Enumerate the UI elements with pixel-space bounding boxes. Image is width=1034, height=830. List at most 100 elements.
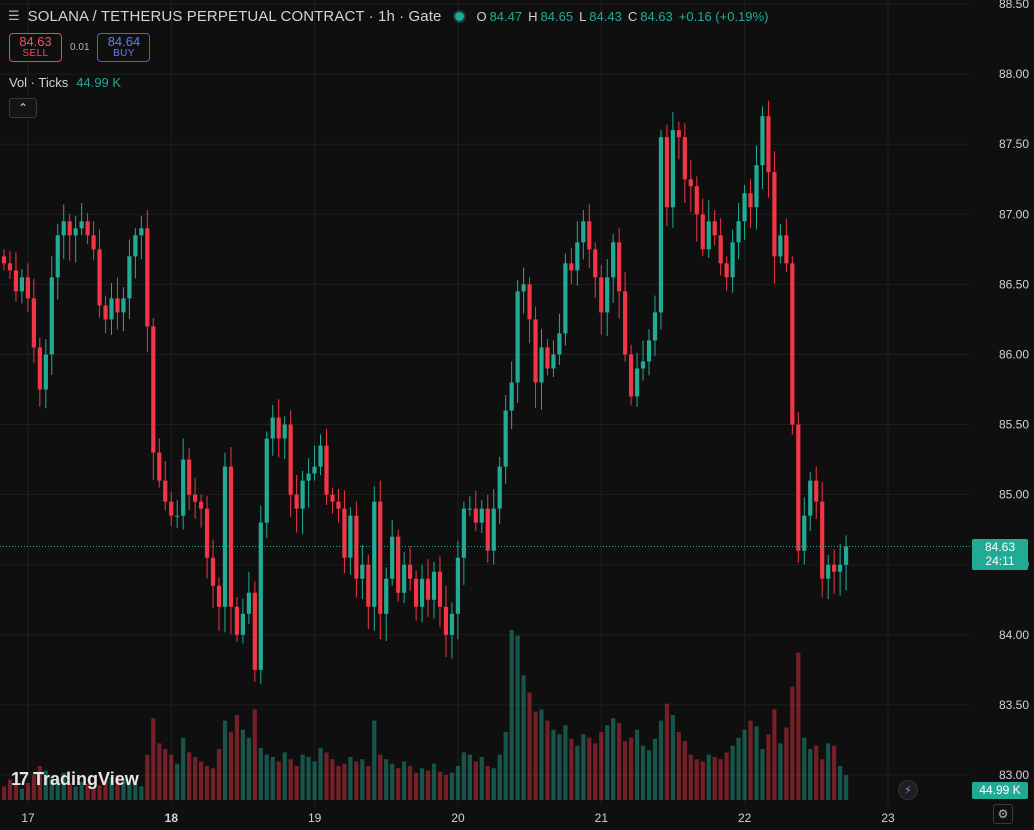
volume-bar (467, 754, 472, 800)
low-label: L (579, 8, 587, 24)
candle (264, 431, 269, 539)
volume-bar (282, 752, 287, 800)
candle (198, 494, 204, 528)
x-tick-label: 19 (308, 811, 322, 825)
spread-value: 0.01 (70, 42, 90, 53)
candle-body (593, 249, 598, 278)
volume-bar (246, 737, 251, 800)
volume-bar (360, 759, 365, 800)
candle-body (234, 606, 240, 635)
volume-bar (712, 756, 717, 800)
candle-body (425, 578, 431, 600)
volume-bar (7, 779, 13, 800)
candle-body (754, 165, 759, 208)
candle (802, 497, 807, 565)
symbol-title[interactable]: SOLANA / TETHERUS PERPETUAL CONTRACT · 1… (27, 7, 442, 25)
candle-body (658, 137, 664, 313)
lightning-icon[interactable]: ⚡ (898, 780, 918, 800)
candle (210, 539, 216, 608)
volume-bar (623, 741, 628, 800)
candle (73, 215, 78, 263)
volume-bar (318, 747, 323, 800)
candle (670, 111, 675, 228)
gear-icon[interactable]: ⚙ (993, 804, 1013, 824)
y-axis[interactable]: 88.50 88.00 87.50 87.00 86.50 86.00 85.50 85.00… (999, 0, 1029, 782)
volume-bar (814, 745, 819, 800)
volume-bar (270, 756, 275, 800)
candle-body (175, 515, 180, 517)
chart-header: ☰ SOLANA / TETHERUS PERPETUAL CONTRACT ·… (8, 6, 771, 26)
candle (527, 277, 532, 344)
volume-bar (396, 768, 401, 800)
candle (628, 344, 634, 406)
volume-bar (551, 729, 556, 800)
tradingview-mark-icon: 17 (11, 769, 29, 789)
candle (25, 263, 30, 313)
candle-body (790, 263, 795, 425)
volume-bar (521, 675, 526, 800)
candle (497, 456, 502, 525)
candle-body (115, 298, 120, 313)
candle-body (527, 284, 532, 320)
candle (175, 500, 180, 528)
candle-body (151, 326, 156, 453)
candle-body (682, 137, 687, 180)
candle (31, 278, 36, 363)
candle (449, 602, 455, 659)
candle-body (652, 312, 658, 341)
candle (652, 295, 658, 356)
candle (91, 221, 96, 260)
volume-bar (276, 761, 281, 800)
candle-body (634, 368, 640, 397)
tradingview-logo[interactable]: 17 TradingView (11, 769, 139, 790)
volume-bar (169, 754, 174, 800)
buy-button[interactable]: 84.64 BUY (97, 33, 151, 62)
candle-body (330, 494, 335, 502)
volume-bar (288, 759, 293, 800)
candle-body (73, 228, 78, 236)
candle (252, 581, 257, 682)
candle-body (270, 417, 275, 439)
candle-body (617, 242, 622, 292)
candle (37, 337, 42, 407)
candle (826, 554, 831, 600)
candle (545, 339, 550, 376)
candle-body (19, 277, 25, 292)
collapse-legend-button[interactable]: ⌃ (9, 98, 37, 118)
candle-body (730, 242, 735, 278)
volume-legend[interactable]: Vol · Ticks 44.99 K (9, 75, 121, 90)
volume-bar (461, 752, 466, 800)
candle-body (814, 480, 819, 502)
symbol-menu-icon[interactable]: ☰ (8, 8, 20, 23)
candle-body (700, 214, 705, 250)
candle-body (133, 235, 138, 257)
candle (479, 500, 484, 534)
high-value: 84.65 (540, 8, 574, 24)
candle (676, 121, 681, 160)
candle (378, 480, 383, 640)
candle-body (449, 613, 455, 635)
candle-body (240, 613, 245, 635)
volume-bar (372, 720, 377, 800)
x-axis[interactable]: 17 18 19 20 21 22 23 (21, 811, 895, 825)
sell-button[interactable]: 84.63 SELL (9, 33, 62, 62)
candle-body (396, 536, 401, 593)
volume-bar (563, 725, 568, 800)
volume-bar (599, 732, 604, 800)
volume-bar (61, 772, 66, 800)
candle-body (748, 193, 753, 208)
volume-bar (628, 737, 634, 800)
volume-bar (509, 630, 514, 800)
candle (700, 198, 705, 257)
candle-body (181, 459, 186, 516)
y-tick-label: 85.50 (999, 418, 1029, 432)
candle (13, 252, 19, 302)
volume-bar (91, 787, 96, 800)
volume-bar (802, 737, 807, 800)
market-open-icon (455, 11, 465, 21)
volume-bar (593, 743, 598, 800)
candle-body (246, 592, 251, 614)
y-tick-label: 88.00 (999, 67, 1029, 81)
volume-bar (449, 772, 455, 800)
